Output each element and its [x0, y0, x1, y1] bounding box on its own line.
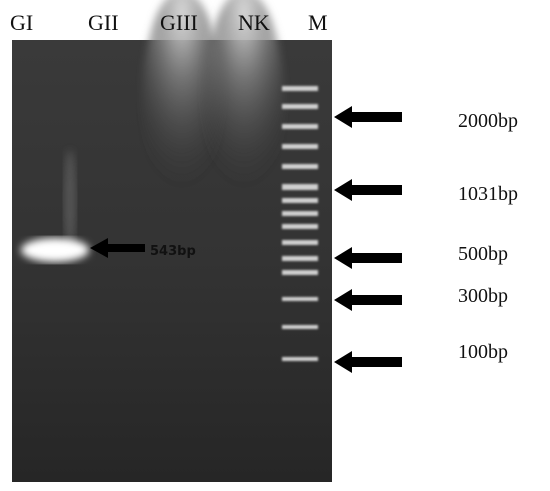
arrows [90, 106, 402, 373]
lane-label: GII [88, 10, 119, 35]
marker-label: 300bp [458, 285, 508, 307]
marker-label: 2000bp [458, 110, 518, 132]
ladder [282, 86, 318, 361]
lane-label: NK [238, 10, 270, 35]
marker-label: 500bp [458, 243, 508, 265]
lane-label: GIII [160, 10, 198, 35]
marker-label: 100bp [458, 341, 508, 363]
trail [64, 150, 76, 250]
marker-label: 1031bp [458, 183, 518, 205]
lane-label: M [308, 10, 328, 35]
lane-label: GI [10, 10, 33, 35]
smear [204, 0, 284, 210]
band-label: 543bp [150, 244, 196, 259]
smear [142, 0, 222, 210]
band [21, 238, 89, 262]
